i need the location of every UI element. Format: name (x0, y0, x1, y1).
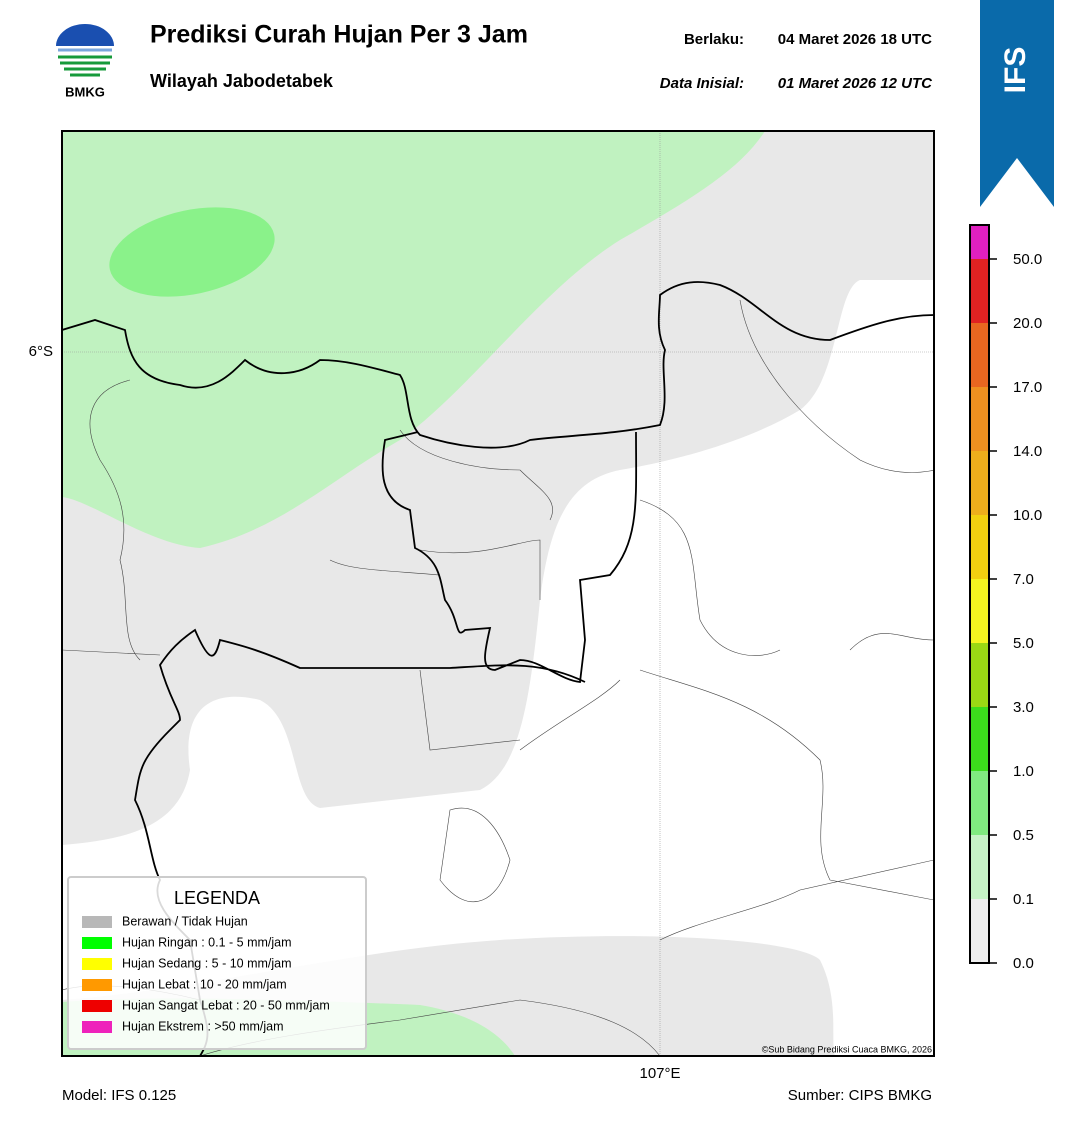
colorbar-label: 50.0 (1013, 251, 1042, 268)
legend-swatch (82, 958, 112, 970)
legend-swatch (82, 1021, 112, 1033)
valid-label: Berlaku: (684, 31, 744, 48)
badge-text: IFS (999, 47, 1032, 94)
legend-label: Berawan / Tidak Hujan (122, 914, 248, 928)
model: Model: IFS 0.125 (62, 1087, 176, 1104)
colorbar-label: 3.0 (1013, 699, 1034, 716)
legend-swatch (82, 916, 112, 928)
colorbar-segment (970, 579, 989, 643)
colorbar-label: 7.0 (1013, 571, 1034, 588)
colorbar-segment (970, 259, 989, 323)
colorbar-segment (970, 323, 989, 387)
colorbar-segment (970, 771, 989, 835)
map (62, 131, 934, 1056)
legend-swatch (82, 937, 112, 949)
lat-label: 6°S (29, 343, 53, 360)
source: Sumber: CIPS BMKG (788, 1087, 932, 1104)
colorbar-segment (970, 387, 989, 451)
colorbar-label: 5.0 (1013, 635, 1034, 652)
legend-label: Hujan Ekstrem : >50 mm/jam (122, 1019, 284, 1033)
init-label: Data Inisial: (660, 75, 744, 92)
colorbar-label: 0.5 (1013, 827, 1034, 844)
colorbar-segment (970, 225, 989, 259)
legend-swatch (82, 979, 112, 991)
colorbar-label: 17.0 (1013, 379, 1042, 396)
legend-items: Berawan / Tidak Hujan Hujan Ringan : 0.1 … (82, 914, 330, 1033)
colorbar-label: 0.0 (1013, 955, 1034, 972)
colorbar-label: 10.0 (1013, 507, 1042, 524)
colorbar-segment (970, 707, 989, 771)
legend-title: LEGENDA (174, 888, 260, 908)
title: Prediksi Curah Hujan Per 3 Jam (150, 21, 528, 49)
credit: ©Sub Bidang Prediksi Cuaca BMKG, 2026 (762, 1044, 932, 1054)
colorbar-label: 0.1 (1013, 891, 1034, 908)
colorbar-segment (970, 835, 989, 899)
colorbar-segment (970, 899, 989, 963)
lon-label: 107°E (639, 1065, 680, 1082)
colorbar: 0.0 0.1 0.5 1.0 3.0 5.0 7.0 10.0 14.0 17.0 20.0 50.… (969, 224, 1042, 972)
colorbar-segment (970, 451, 989, 515)
valid-time: 04 Maret 2026 18 UTC (778, 31, 932, 48)
logo: BMKG (56, 24, 114, 99)
colorbar-label: 20.0 (1013, 315, 1042, 332)
badge (980, 0, 1054, 207)
legend-label: Hujan Sangat Lebat : 20 - 50 mm/jam (122, 998, 330, 1012)
subtitle: Wilayah Jabodetabek (150, 71, 334, 91)
colorbar-label: 14.0 (1013, 443, 1042, 460)
legend-label: Hujan Ringan : 0.1 - 5 mm/jam (122, 935, 292, 949)
colorbar-segment (970, 515, 989, 579)
colorbar-label: 1.0 (1013, 763, 1034, 780)
colorbar-segment (970, 643, 989, 707)
legend-label: Hujan Sedang : 5 - 10 mm/jam (122, 956, 292, 970)
legend-swatch (82, 1000, 112, 1012)
colorbar-frame (969, 224, 990, 964)
legend-label: Hujan Lebat : 10 - 20 mm/jam (122, 977, 287, 991)
legend-box (67, 876, 367, 1050)
init-time: 01 Maret 2026 12 UTC (778, 75, 933, 92)
logo-text: BMKG (65, 84, 105, 99)
map-frame (61, 130, 935, 1057)
